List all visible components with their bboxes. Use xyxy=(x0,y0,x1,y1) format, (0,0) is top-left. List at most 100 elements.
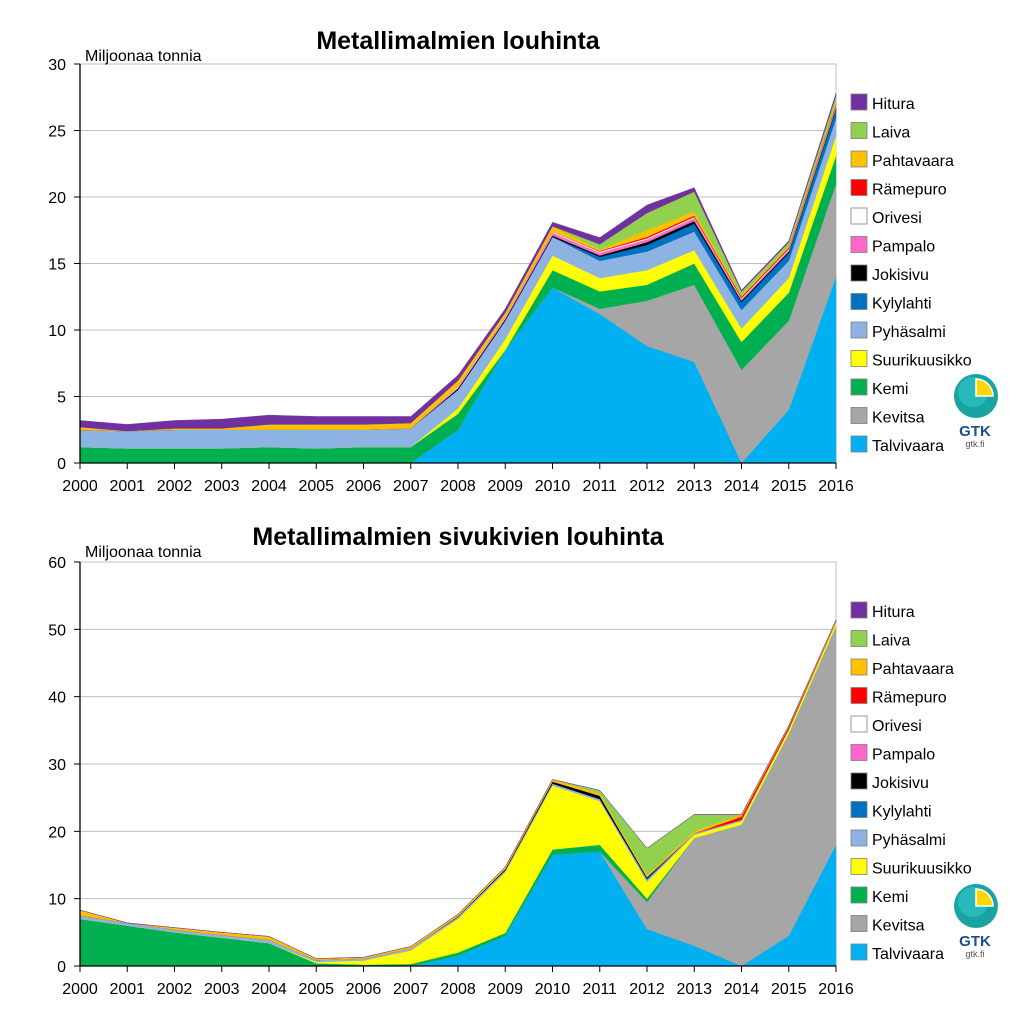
legend-item: Suurikuusikko xyxy=(850,350,972,370)
legend-label: Rämepuro xyxy=(872,182,947,199)
y-tick-label: 20 xyxy=(48,190,66,207)
y-axis-label: Miljoonaa tonnia xyxy=(85,544,202,561)
x-tick-label: 2013 xyxy=(676,981,712,998)
legend-item: Kemi xyxy=(850,886,908,906)
legend-swatch xyxy=(850,321,868,339)
legend-swatch xyxy=(850,150,868,168)
legend-item: Kevitsa xyxy=(850,407,925,427)
y-tick-label: 0 xyxy=(57,959,66,976)
legend-label: Kevitsa xyxy=(872,410,925,427)
legend-swatch xyxy=(850,179,868,196)
legend-label: Laiva xyxy=(872,633,910,650)
y-tick-label: 5 xyxy=(57,390,66,407)
x-tick-label: 2009 xyxy=(487,981,523,998)
legend-label: Suurikuusikko xyxy=(872,861,972,878)
legend-item: Pampalo xyxy=(850,744,935,764)
legend: Hitura Laiva Pahtavaara Rämepuro Orivesi Pamp… xyxy=(850,93,972,455)
x-tick-label: 2000 xyxy=(62,478,98,495)
gtk-logo-segment xyxy=(975,888,994,907)
legend-label: Kemi xyxy=(872,381,908,398)
legend-item: Laiva xyxy=(850,630,910,650)
y-tick-label: 0 xyxy=(57,456,66,473)
y-tick-label: 40 xyxy=(48,690,66,707)
legend-item: Orivesi xyxy=(850,207,922,227)
legend-item: Kemi xyxy=(850,378,908,398)
legend-swatch xyxy=(850,744,868,761)
x-tick-label: 2012 xyxy=(629,478,665,495)
legend-item: Talvivaara xyxy=(850,435,944,455)
x-tick-label: 2003 xyxy=(204,981,240,998)
legend-swatch xyxy=(850,435,868,453)
gtk-logo-text: GTK xyxy=(959,933,991,950)
legend-label: Talvivaara xyxy=(872,946,944,963)
x-tick-label: 2014 xyxy=(724,478,760,495)
y-tick-label: 10 xyxy=(48,323,66,340)
legend-label: Pahtavaara xyxy=(872,661,954,678)
legend-swatch xyxy=(850,236,868,253)
legend-swatch xyxy=(850,293,868,310)
x-tick-label: 2016 xyxy=(818,981,854,998)
legend-label: Pahtavaara xyxy=(872,153,954,170)
chart-1: 0 5 10 15 20 25 30 2000 2001 2002 2003 2004 2005 2006… xyxy=(48,27,998,495)
legend-label: Pampalo xyxy=(872,239,935,256)
legend-item: Kylylahti xyxy=(850,801,932,821)
legend-swatch xyxy=(850,886,868,904)
legend-item: Jokisivu xyxy=(850,264,929,284)
x-tick-label: 2007 xyxy=(393,478,429,495)
legend-swatch xyxy=(850,715,868,733)
legend-label: Kylylahti xyxy=(872,296,932,313)
legend-swatch xyxy=(850,829,868,847)
legend-swatch xyxy=(850,93,868,111)
legend-item: Suurikuusikko xyxy=(850,858,972,878)
x-tick-label: 2009 xyxy=(487,478,523,495)
legend-item: Rämepuro xyxy=(850,179,947,199)
legend-item: Hitura xyxy=(850,93,915,113)
legend-label: Pyhäsalmi xyxy=(872,832,946,849)
legend-item: Hitura xyxy=(850,601,915,621)
y-tick-label: 10 xyxy=(48,892,66,909)
legend-item: Orivesi xyxy=(850,715,922,735)
x-tick-label: 2002 xyxy=(157,478,193,495)
x-tick-label: 2015 xyxy=(771,981,807,998)
legend-swatch xyxy=(850,601,868,619)
x-tick-label: 2006 xyxy=(346,478,382,495)
legend-item: Pahtavaara xyxy=(850,150,954,170)
legend-item: Pampalo xyxy=(850,236,935,256)
y-tick-label: 20 xyxy=(48,824,66,841)
x-tick-label: 2004 xyxy=(251,478,287,495)
legend-swatch xyxy=(850,378,868,396)
legend-label: Kylylahti xyxy=(872,804,932,821)
x-tick-label: 2011 xyxy=(583,478,618,495)
chart-2: 0 10 20 30 40 50 60 2000 2001 2002 2003 2004 2005 200… xyxy=(48,523,998,998)
legend: Hitura Laiva Pahtavaara Rämepuro Orivesi Pamp… xyxy=(850,601,972,963)
x-tick-label: 2012 xyxy=(629,981,665,998)
legend-swatch xyxy=(850,207,868,225)
legend-item: Kylylahti xyxy=(850,293,932,313)
legend-swatch xyxy=(850,658,868,676)
x-tick-label: 2014 xyxy=(724,981,760,998)
y-tick-label: 50 xyxy=(48,622,66,639)
y-tick-label: 60 xyxy=(48,555,66,572)
y-axis-label: Miljoonaa tonnia xyxy=(85,48,202,65)
gtk-logo-text: GTK xyxy=(959,423,991,440)
x-tick-label: 2010 xyxy=(535,981,571,998)
legend-swatch xyxy=(850,122,868,139)
legend-label: Jokisivu xyxy=(872,267,929,284)
legend-label: Jokisivu xyxy=(872,775,929,792)
y-tick-label: 30 xyxy=(48,757,66,774)
legend-label: Suurikuusikko xyxy=(872,353,972,370)
legend-label: Pampalo xyxy=(872,747,935,764)
area-hitura xyxy=(79,619,837,959)
x-tick-label: 2006 xyxy=(346,981,382,998)
x-tick-label: 2000 xyxy=(62,981,98,998)
legend-item: Kevitsa xyxy=(850,915,925,935)
legend-label: Hitura xyxy=(872,604,915,621)
legend-item: Pahtavaara xyxy=(850,658,954,678)
legend-swatch xyxy=(850,943,868,961)
legend-item: Pyhäsalmi xyxy=(850,829,946,849)
legend-swatch xyxy=(850,858,868,875)
x-tick-label: 2008 xyxy=(440,981,476,998)
